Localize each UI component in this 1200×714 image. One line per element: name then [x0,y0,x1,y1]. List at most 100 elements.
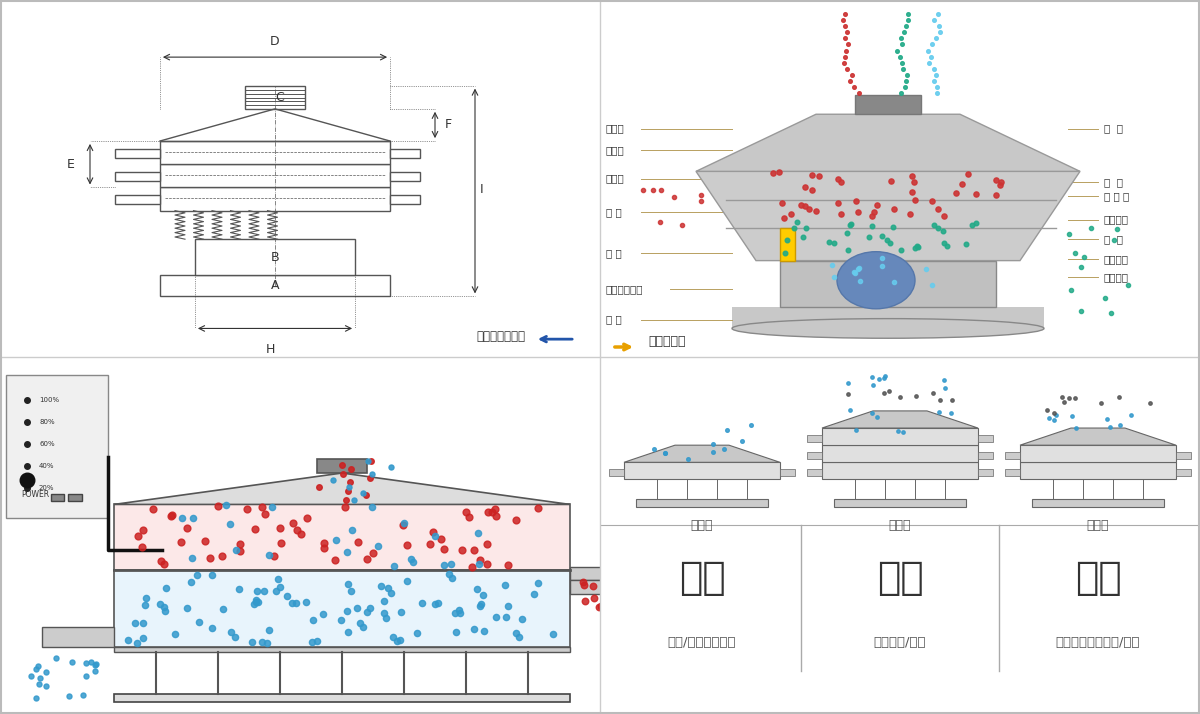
Bar [115,172,160,181]
Point [262,502,281,513]
Point [376,613,395,624]
Point [872,231,892,242]
Text: 三层式: 三层式 [889,520,911,533]
Point [82,656,101,668]
Point [332,459,352,471]
Point [420,538,439,549]
Point [835,33,854,44]
Point [162,511,181,522]
Point [832,176,851,188]
Bar [1006,470,1020,476]
Ellipse shape [732,318,1044,338]
Point [464,544,484,555]
Point [841,404,860,416]
Point [926,33,946,44]
Point [340,481,359,493]
Point [128,530,148,541]
Point [928,87,947,99]
Point [358,606,377,618]
Point [378,583,397,594]
Point [37,666,56,678]
Point [362,501,382,513]
Text: 过滤: 过滤 [877,559,923,598]
Point [402,553,421,564]
Point [905,194,924,206]
Text: 40%: 40% [38,463,54,469]
Polygon shape [696,114,1080,171]
Point [787,216,806,228]
Point [864,379,883,391]
Bar [624,463,780,480]
Point [1097,414,1116,426]
Point [166,628,185,640]
Point [479,506,498,518]
Point [889,426,908,437]
Bar [834,499,966,507]
Point [85,659,104,670]
Point [382,461,401,473]
Bar [160,141,390,164]
Point [655,447,674,458]
Point [184,513,203,524]
Text: 60%: 60% [38,441,55,447]
Point [892,39,911,50]
Point [464,623,484,635]
Point [672,219,691,231]
Point [922,51,941,62]
Point [930,26,949,38]
Point [424,526,443,538]
Point [470,600,490,611]
Point [835,9,854,20]
Point [364,548,383,559]
Text: 单层式: 单层式 [691,520,713,533]
Point [839,244,858,256]
Point [905,176,924,188]
Point [394,519,413,531]
Point [254,585,274,597]
Point [343,524,362,536]
Point [613,573,632,585]
Text: F: F [445,119,452,131]
Point [143,504,162,516]
Point [1100,308,1120,319]
Point [848,206,868,218]
Point [908,241,928,252]
Point [655,447,674,458]
Text: 网  架: 网 架 [1104,177,1123,187]
Point [919,57,938,69]
Point [413,598,432,609]
Text: 进料口: 进料口 [606,124,625,134]
Point [958,169,977,180]
Point [986,174,1006,186]
Point [181,576,200,588]
Point [956,238,976,250]
Point [1110,420,1129,431]
Point [230,538,250,550]
Point [839,378,858,389]
Point [272,537,292,548]
Bar [822,463,978,480]
Point [896,75,916,86]
Point [763,167,782,178]
Point [924,14,943,26]
Point [292,528,311,539]
Point [991,176,1010,188]
Point [930,406,949,418]
Bar [390,149,420,158]
Polygon shape [822,411,978,428]
Point [928,222,947,233]
Bar [114,504,570,570]
Point [76,670,95,682]
Point [905,243,924,254]
Point [203,623,222,634]
Point [928,81,947,93]
Bar [1020,446,1176,463]
Point [486,611,505,623]
Point [584,593,604,604]
Point [862,210,881,221]
Bar [780,470,796,476]
Point [362,468,382,479]
Point [230,545,250,557]
Bar [822,428,978,446]
Point [851,276,870,287]
